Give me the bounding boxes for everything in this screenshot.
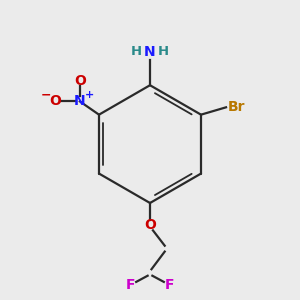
- Text: −: −: [41, 88, 51, 101]
- Text: Br: Br: [227, 100, 245, 114]
- Text: O: O: [144, 218, 156, 232]
- Text: N: N: [144, 45, 156, 59]
- Text: H: H: [131, 45, 142, 58]
- Text: O: O: [49, 94, 61, 108]
- Text: F: F: [126, 278, 136, 292]
- Text: F: F: [164, 278, 174, 292]
- Text: N: N: [74, 94, 86, 108]
- Text: O: O: [74, 74, 86, 88]
- Text: H: H: [158, 45, 169, 58]
- Text: +: +: [85, 90, 94, 100]
